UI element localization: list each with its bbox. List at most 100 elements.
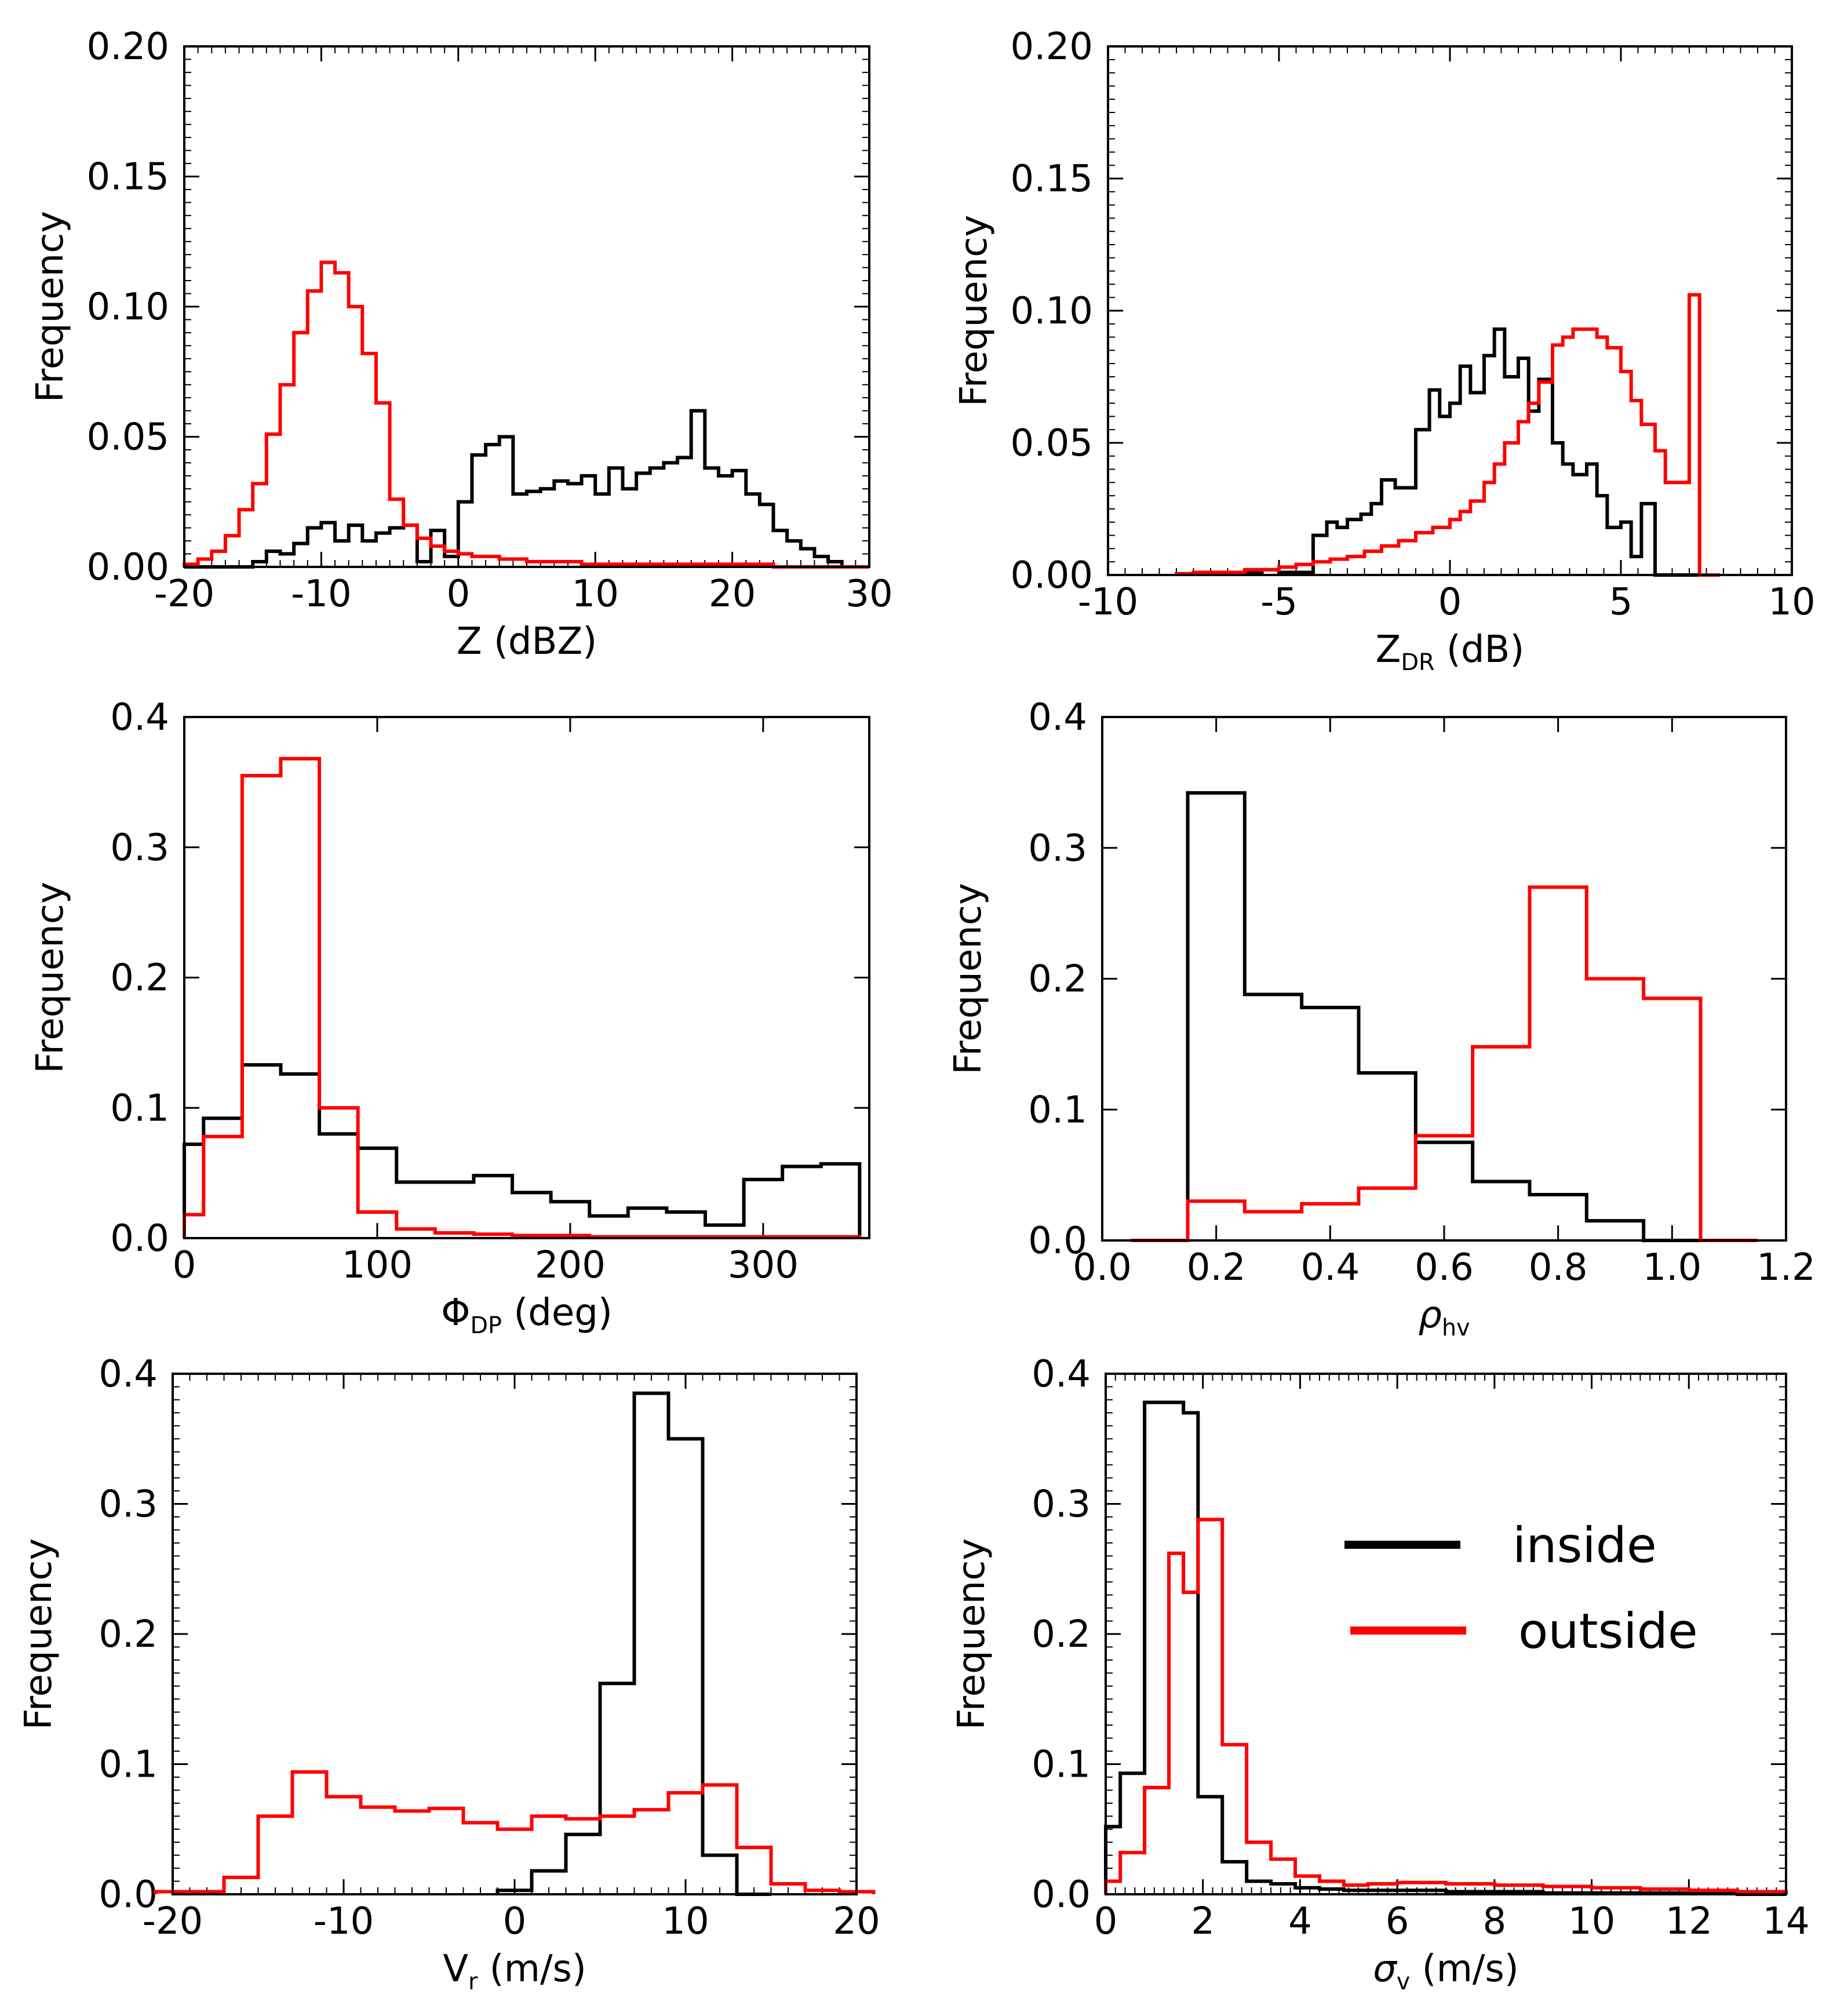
y-tick-label: 0.1 — [1028, 1089, 1087, 1131]
y-tick-label: 0.3 — [1032, 1483, 1091, 1526]
y-tick-label: 0.00 — [87, 546, 170, 589]
x-tick-label: 14 — [1762, 1900, 1809, 1943]
y-tick-label: 0.3 — [110, 827, 169, 869]
y-tick-label: 0.0 — [99, 1873, 158, 1916]
series-outside-vr — [154, 1770, 876, 1894]
y-tick-label: 0.20 — [1011, 26, 1094, 68]
x-tick-label: 1.0 — [1642, 1246, 1701, 1289]
x-tick-label: -20 — [154, 573, 215, 616]
x-tick-label: 10 — [1568, 1900, 1615, 1943]
x-tick-label: 20 — [833, 1900, 880, 1943]
plot-frame — [1101, 716, 1787, 1242]
panels: -20 -10 0 10 20 300.000.050.100.150.20Frequen… — [17, 26, 1816, 1995]
y-axis-label: Frequency — [29, 211, 72, 403]
series-outside-phidp — [183, 756, 862, 1239]
x-tick-label: -10 — [314, 1900, 374, 1943]
x-tick-label: 2 — [1191, 1900, 1215, 1943]
x-tick-label: 10 — [662, 1900, 709, 1943]
panel-z: -20 -10 0 10 20 30 0.00 0.05 0.10 0.15 0.20 Frequen… — [29, 26, 893, 663]
y-tick-label: 0.3 — [1028, 827, 1087, 870]
y-tick-label: 0.0 — [1028, 1220, 1087, 1262]
y-tick-label: 0.10 — [1011, 290, 1094, 333]
x-tick-label: 6 — [1386, 1900, 1409, 1943]
x-tick-label: 0 — [173, 1244, 196, 1287]
plot-frame — [183, 716, 870, 1239]
x-axis-label: ZDR (dB) — [1376, 628, 1525, 676]
x-tick-label: 0.4 — [1300, 1246, 1360, 1289]
y-axis-label: Frequency — [950, 1538, 993, 1730]
series-outside-rhohv — [1131, 885, 1758, 1242]
y-tick-label: 0.4 — [1028, 696, 1087, 739]
x-tick-label: 30 — [846, 573, 892, 616]
plot-frame — [1107, 45, 1793, 576]
series-outside-sigmav — [1104, 1518, 1788, 1894]
x-tick-label: 0 — [503, 1900, 527, 1943]
x-axis-label: σv (m/s) — [1373, 1948, 1519, 1995]
x-tick-label: -10 — [1078, 581, 1139, 624]
x-tick-label: 300 — [728, 1244, 799, 1287]
x-tick-label: 1.2 — [1756, 1246, 1816, 1289]
y-tick-label: 0.2 — [1032, 1613, 1091, 1656]
series-inside-z — [184, 409, 869, 569]
y-tick-label: 0.15 — [87, 156, 170, 199]
panel-zdr: -10 -5 0 5 10 0.00 0.05 0.10 0.15 0.20 Frequency ZD… — [953, 26, 1816, 676]
x-tick-label: 4 — [1288, 1900, 1312, 1943]
legend-outside-label: outside — [1518, 1603, 1698, 1660]
y-tick-label: 0.2 — [1028, 958, 1087, 1001]
series-outside-zdr — [1175, 293, 1721, 577]
y-tick-label: 0.15 — [1011, 158, 1094, 201]
panel-rhohv: 0.0 0.2 0.4 0.6 0.8 1.0 1.2 0.0 0.1 0.2 0.3 0.4 Freq… — [947, 696, 1816, 1341]
y-tick-label: 0.00 — [1011, 554, 1094, 597]
plot-frame — [183, 45, 870, 568]
y-tick-label: 0.05 — [1011, 422, 1094, 465]
series-inside-sigmav — [1104, 1400, 1786, 1896]
x-tick-label: 100 — [342, 1244, 413, 1287]
y-axis-label: Frequency — [17, 1538, 60, 1730]
x-tick-label: 20 — [709, 573, 756, 616]
x-tick-label: -10 — [291, 573, 352, 616]
legend: inside outside — [1344, 1517, 1698, 1660]
x-axis-label: ΦDP (deg) — [441, 1291, 613, 1339]
x-tick-label: 0.0 — [1073, 1246, 1132, 1289]
y-tick-label: 0.0 — [1032, 1873, 1091, 1916]
y-tick-label: 0.4 — [1032, 1353, 1091, 1396]
legend-inside-label: inside — [1513, 1517, 1657, 1574]
y-tick-label: 0.05 — [87, 416, 170, 459]
series-outside-z — [183, 260, 869, 569]
y-tick-label: 0.2 — [99, 1613, 158, 1656]
y-tick-label: 0.2 — [110, 957, 169, 1000]
series-inside-vr — [495, 1391, 771, 1896]
y-axis-label: Frequency — [29, 882, 72, 1073]
x-tick-label: 12 — [1666, 1900, 1712, 1943]
x-tick-label: -5 — [1260, 581, 1298, 624]
plot-frame — [1105, 1373, 1787, 1895]
plot-frame — [172, 1373, 858, 1895]
x-tick-label: 0.2 — [1187, 1246, 1246, 1289]
x-tick-label: 0 — [446, 573, 470, 616]
y-tick-label: 0.4 — [99, 1353, 158, 1396]
x-tick-label: 0.8 — [1529, 1246, 1588, 1289]
x-tick-label: 5 — [1609, 581, 1633, 624]
y-tick-label: 0.1 — [1032, 1744, 1091, 1786]
x-tick-label: 0.6 — [1415, 1246, 1474, 1289]
series-inside-zdr — [1243, 327, 1710, 577]
y-tick-label: 0.4 — [110, 696, 169, 739]
y-axis-label: Frequency — [947, 883, 990, 1075]
y-tick-label: 0.10 — [87, 286, 170, 329]
x-tick-label: -20 — [143, 1900, 203, 1943]
x-axis-label: Vr (m/s) — [443, 1948, 586, 1995]
y-tick-label: 0.0 — [110, 1217, 169, 1260]
x-tick-label: 0 — [1094, 1900, 1118, 1943]
panel-phidp: 0 100 200 300 0.0 0.1 0.2 0.3 0.4 Frequency ΦDP (d… — [29, 696, 870, 1339]
y-axis-label: Frequency — [953, 215, 996, 407]
x-tick-label: 0 — [1438, 581, 1462, 624]
y-tick-label: 0.3 — [99, 1483, 158, 1526]
x-tick-label: 10 — [1768, 581, 1815, 624]
y-tick-label: 0.1 — [110, 1087, 169, 1130]
x-tick-label: 10 — [571, 573, 618, 616]
panel-vr: -20 -10 0 10 20 0.0 0.1 0.2 0.3 0.4 Frequency Vr (m… — [17, 1353, 880, 1995]
x-axis-label: ρhv — [1418, 1294, 1470, 1341]
x-axis-label: Z (dBZ) — [457, 620, 597, 663]
